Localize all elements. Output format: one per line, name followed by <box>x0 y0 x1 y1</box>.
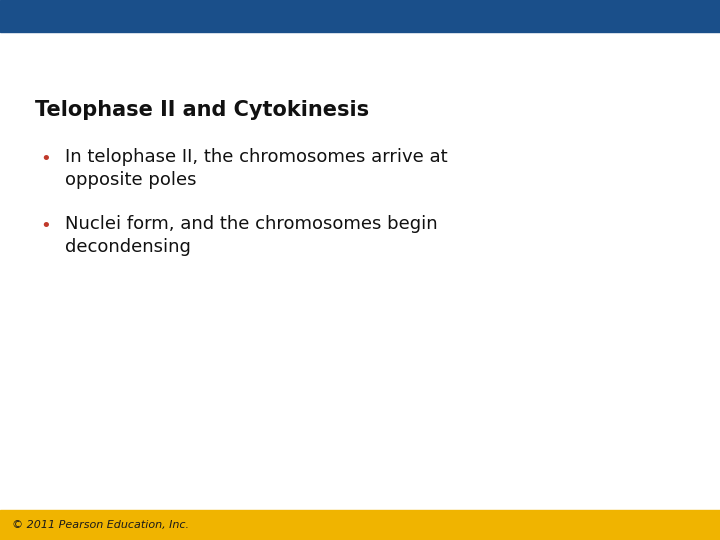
Text: In telophase II, the chromosomes arrive at
opposite poles: In telophase II, the chromosomes arrive … <box>65 148 448 189</box>
Bar <box>0 0 720 32</box>
Bar <box>0 510 720 540</box>
Text: Nuclei form, and the chromosomes begin
decondensing: Nuclei form, and the chromosomes begin d… <box>65 215 438 256</box>
Text: Telophase II and Cytokinesis: Telophase II and Cytokinesis <box>35 100 369 120</box>
Text: •: • <box>40 150 50 168</box>
Text: •: • <box>40 217 50 235</box>
Text: © 2011 Pearson Education, Inc.: © 2011 Pearson Education, Inc. <box>12 520 189 530</box>
